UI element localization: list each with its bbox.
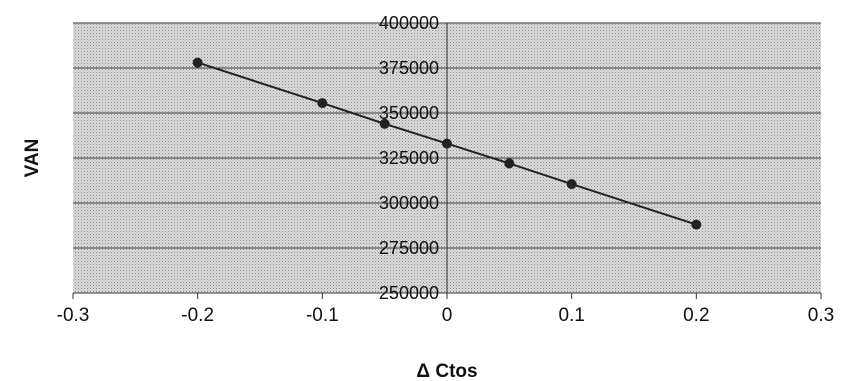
x-tick-label-4: 0.1: [558, 305, 584, 326]
data-point-5: [566, 179, 577, 190]
data-point-0: [192, 57, 203, 68]
y-tick-label-5: 375000: [379, 58, 439, 78]
y-tick-label-0: 250000: [379, 283, 439, 303]
axes: [72, 22, 822, 299]
y-tick-label-3: 325000: [379, 148, 439, 168]
y-axis-title: VAN: [22, 139, 43, 178]
y-tick-label-2: 300000: [379, 193, 439, 213]
x-tick-label-5: 0.2: [683, 305, 709, 326]
x-axis-title: Δ Ctos: [416, 361, 477, 381]
data-point-6: [691, 219, 702, 230]
x-tick-label-2: -0.1: [306, 305, 339, 326]
x-tick-label-3: 0: [442, 305, 453, 326]
x-tick-label-0: -0.3: [57, 305, 90, 326]
data-point-1: [317, 98, 328, 109]
series-markers: [192, 57, 702, 230]
y-tick-label-4: 350000: [379, 103, 439, 123]
y-tick-label-6: 400000: [379, 13, 439, 33]
y-tick-label-1: 275000: [379, 238, 439, 258]
y-tick-labels: 250000 275000 300000 325000 350000 375000 4000…: [379, 13, 439, 303]
data-point-3: [442, 138, 452, 149]
data-point-2: [379, 118, 390, 129]
data-point-4: [504, 158, 515, 169]
x-tick-label-1: -0.2: [181, 305, 214, 326]
x-tick-label-6: 0.3: [808, 305, 834, 326]
x-tick-labels: -0.3 -0.2 -0.1 0 0.1 0.2 0.3: [57, 305, 835, 326]
